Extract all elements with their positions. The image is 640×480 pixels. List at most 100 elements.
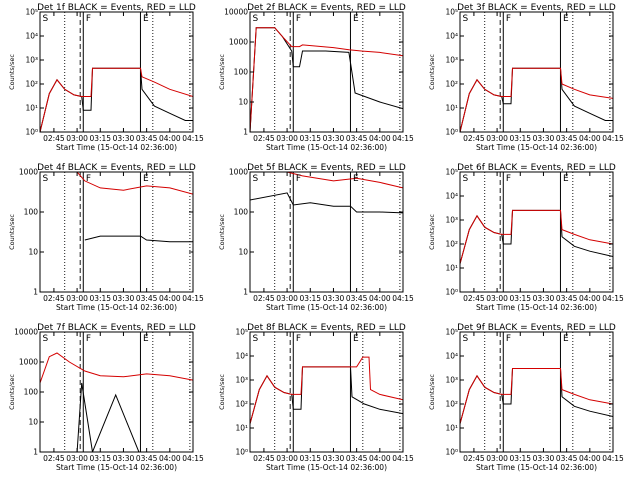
corner-label-e: E [563,334,569,344]
y-tick-label: 10⁵ [445,328,458,337]
y-tick-label: 10000 [224,8,248,17]
series-lld-line [40,172,193,195]
y-tick-label: 10³ [25,56,38,65]
x-axis-label: Start Time (15-Oct-14 02:36:00) [476,303,597,312]
y-tick-label: 1000 [229,38,248,47]
x-tick-label: 04:00 [579,454,601,463]
x-tick-label: 03:45 [346,134,368,143]
x-tick-label: 03:15 [509,134,531,143]
x-tick-label: 03:30 [323,454,345,463]
y-tick-label: 10¹ [25,104,38,113]
x-axis-label: Start Time (15-Oct-14 02:36:00) [266,303,387,312]
panel-title: Det 3f BLACK = Events, RED = LLD [457,3,616,13]
x-tick-label: 04:15 [602,294,624,303]
corner-label-s: S [253,14,259,24]
plot-area [40,12,193,132]
x-tick-label: 02:45 [43,454,65,463]
plot-frame [459,171,614,293]
y-tick-label: 10² [25,80,38,89]
plot-area [460,172,613,292]
panel-title: Det 2f BLACK = Events, RED = LLD [247,3,406,13]
x-tick-label: 03:15 [89,294,111,303]
corner-label-s: S [463,334,469,344]
x-tick-label: 03:45 [136,294,158,303]
x-axis-label: Start Time (15-Oct-14 02:36:00) [56,143,177,152]
y-tick-label: 10⁴ [25,32,38,41]
corner-label-e: E [563,174,569,184]
x-tick-label: 03:30 [113,134,135,143]
plot-frame [459,331,614,453]
y-axis-label: Counts/sec [428,214,436,250]
x-tick-label: 04:15 [392,134,414,143]
x-tick-label: 04:00 [159,294,181,303]
x-tick-label: 03:15 [89,134,111,143]
x-tick-label: 03:30 [113,454,135,463]
x-tick-label: 04:15 [392,294,414,303]
x-tick-label: 04:00 [369,294,391,303]
plot-frame [39,171,194,293]
corner-label-s: S [43,174,49,184]
corner-label-e: E [143,174,149,184]
corner-label-s: S [463,14,469,24]
x-tick-label: 04:15 [182,134,204,143]
plot-area [250,12,403,132]
x-tick-label: 03:15 [509,454,531,463]
corner-label-f: F [86,14,91,24]
y-tick-label: 10⁴ [445,192,458,201]
x-tick-label: 03:00 [486,134,508,143]
x-axis-label: Start Time (15-Oct-14 02:36:00) [476,463,597,472]
corner-label-f: F [506,334,511,344]
corner-label-s: S [43,14,49,24]
corner-label-e: E [143,14,149,24]
plot-area [250,172,403,292]
x-tick-label: 03:30 [323,134,345,143]
x-tick-label: 04:00 [579,294,601,303]
y-tick-label: 100 [24,388,39,397]
x-tick-label: 03:00 [66,294,88,303]
series-events-line [460,368,613,424]
y-tick-label: 10⁰ [445,128,458,137]
y-axis-label: Counts/sec [218,374,226,410]
corner-label-e: E [353,174,359,184]
x-tick-label: 03:30 [533,454,555,463]
plot-frame [459,11,614,133]
plot-area [460,12,613,132]
y-tick-label: 10² [235,400,248,409]
plot-frame [39,11,194,133]
series-lld-line [460,209,613,264]
series-lld-line [460,67,613,132]
x-tick-label: 04:15 [182,294,204,303]
series-lld-line [250,172,403,189]
y-tick-label: 10⁰ [235,448,248,457]
x-tick-label: 02:45 [463,134,485,143]
corner-label-s: S [43,334,49,344]
x-tick-label: 04:00 [369,134,391,143]
corner-label-s: S [463,174,469,184]
plot-frame [249,171,404,293]
y-tick-label: 10⁴ [445,32,458,41]
x-tick-label: 03:15 [299,454,321,463]
y-tick-label: 10² [445,80,458,89]
panel-title: Det 1f BLACK = Events, RED = LLD [37,3,196,13]
x-tick-label: 02:45 [43,134,65,143]
plot-area [40,332,193,452]
x-tick-label: 03:15 [299,294,321,303]
series-events-line [460,67,613,132]
y-tick-label: 10⁵ [445,8,458,17]
series-lld-line [250,356,403,424]
plot-frame [249,11,404,133]
y-tick-label: 10² [445,400,458,409]
y-axis-label: Counts/sec [8,374,16,410]
x-tick-label: 02:45 [463,294,485,303]
x-tick-label: 04:15 [392,454,414,463]
y-tick-label: 1 [243,288,248,297]
corner-label-f: F [296,174,301,184]
corner-label-e: E [563,14,569,24]
panel-title: Det 9f BLACK = Events, RED = LLD [457,323,616,333]
corner-label-f: F [506,14,511,24]
